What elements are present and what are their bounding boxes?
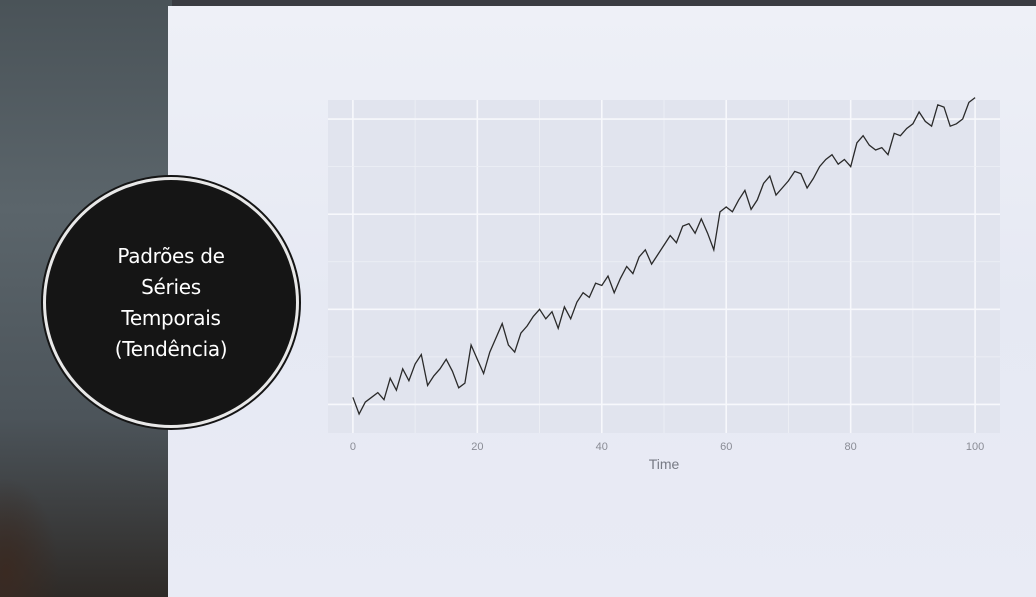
- top-frame-edge: [0, 0, 1036, 6]
- x-tick-label-100: 100: [966, 441, 984, 453]
- slide-title-line-3: Temporais: [121, 305, 221, 330]
- x-tick-label-40: 40: [596, 441, 608, 453]
- x-tick-label-60: 60: [720, 441, 732, 453]
- x-tick-labels: 0 20 40 60 80 100: [350, 441, 984, 453]
- time-series-chart: 0 20 40 60 80 100 Time: [328, 97, 1000, 472]
- x-axis-title: Time: [649, 456, 680, 472]
- x-tick-label-0: 0: [350, 441, 356, 453]
- x-tick-label-80: 80: [845, 441, 857, 453]
- grid-lines: [328, 100, 1000, 433]
- slide-title-line-2: Séries: [141, 274, 201, 299]
- slide-title-circle: Padrões de Séries Temporais (Tendência): [46, 180, 296, 425]
- left-panel-shadow: [0, 477, 60, 597]
- series-line: [352, 97, 976, 416]
- slide-title-line-4: (Tendência): [114, 336, 228, 361]
- slide-title-line-1: Padrões de: [117, 243, 225, 268]
- x-tick-label-20: 20: [471, 441, 483, 453]
